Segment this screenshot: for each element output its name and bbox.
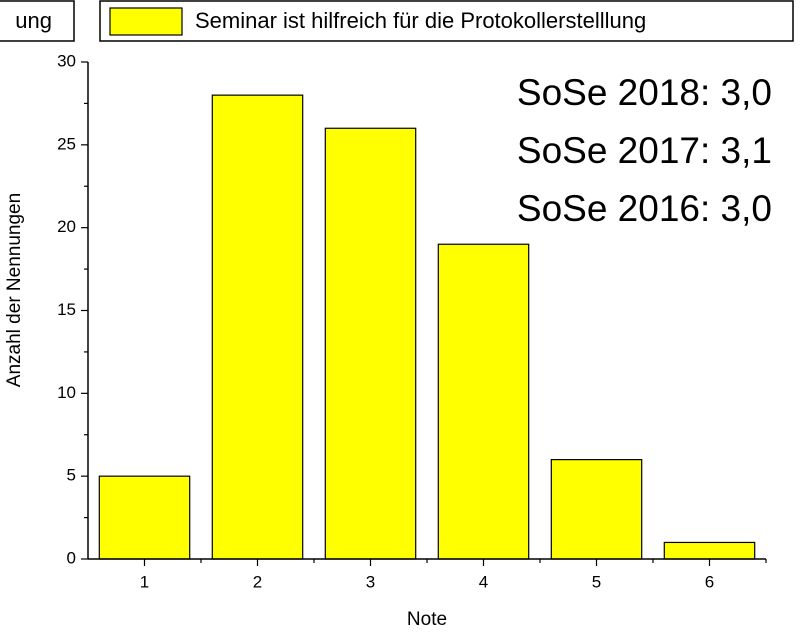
y-tick-label: 0	[67, 548, 76, 567]
bar	[324, 127, 417, 560]
x-tick-label: 6	[705, 572, 714, 591]
annotation: SoSe 2017: 3,1	[517, 130, 772, 171]
y-tick-label: 20	[57, 217, 76, 236]
legend-label: Seminar ist hilfreich für die Protokolle…	[195, 8, 646, 33]
x-tick-label: 1	[140, 572, 149, 591]
legend-box	[99, 0, 794, 42]
y-axis-label: Anzahl der Nennungen	[4, 193, 25, 387]
y-tick-label: 5	[67, 466, 76, 485]
x-tick-label: 3	[366, 572, 375, 591]
x-tick-label: 4	[479, 572, 488, 591]
clipped-legend-text: ung	[15, 8, 52, 33]
y-tick-label: 30	[57, 51, 76, 70]
annotation: SoSe 2018: 3,0	[517, 72, 772, 113]
annotation: SoSe 2016: 3,0	[517, 188, 772, 229]
x-tick-label: 2	[253, 572, 262, 591]
bar	[437, 243, 530, 560]
y-tick-label: 15	[57, 300, 76, 319]
x-tick-label: 5	[592, 572, 601, 591]
clipped-legend-box	[0, 0, 75, 42]
bar	[550, 459, 643, 560]
y-tick-label: 25	[57, 134, 76, 153]
y-tick-label: 10	[57, 383, 76, 402]
x-axis-label: Note	[407, 609, 447, 630]
bar	[211, 94, 304, 560]
bar	[98, 475, 191, 560]
bar	[663, 541, 756, 560]
legend-swatch	[109, 7, 183, 36]
